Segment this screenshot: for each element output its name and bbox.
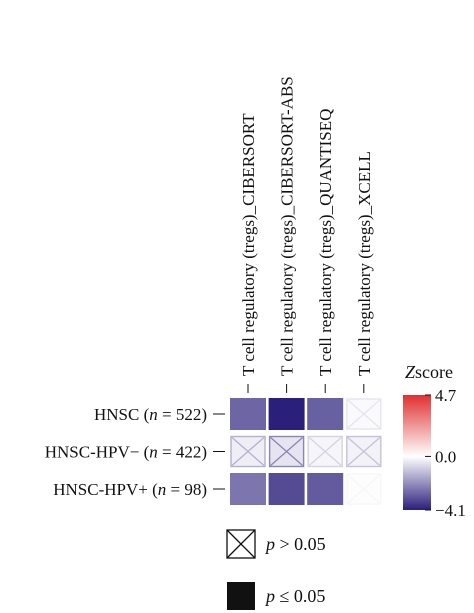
legend-significant: p ≤ 0.05 bbox=[227, 582, 325, 610]
row-label: HNSC (n = 522) bbox=[94, 405, 207, 424]
colorbar-tick-label: 0.0 bbox=[435, 447, 456, 466]
heatmap-cell bbox=[268, 398, 305, 430]
colorbar-tick-label: −4.1 bbox=[435, 501, 466, 520]
legend-not-significant: p > 0.05 bbox=[226, 529, 326, 559]
heatmap-cell bbox=[307, 435, 343, 468]
column-label: T cell regulatory (tregs)_CIBERSORT bbox=[239, 113, 258, 376]
heatmap-cell bbox=[230, 435, 266, 468]
significance-legend: p > 0.05 p ≤ 0.05 bbox=[226, 529, 326, 610]
colorbar-tick-label: 4.7 bbox=[435, 386, 457, 405]
legend-label: p ≤ 0.05 bbox=[264, 586, 325, 606]
heatmap-cell bbox=[346, 435, 382, 468]
heatmap-cell bbox=[268, 473, 305, 505]
column-label: T cell regulatory (tregs)_CIBERSORT-ABS bbox=[278, 76, 297, 376]
heatmap-cell bbox=[230, 473, 266, 505]
heatmap-cell bbox=[346, 473, 382, 505]
column-labels: T cell regulatory (tregs)_CIBERSORT T cel… bbox=[239, 76, 374, 393]
colorbar-gradient bbox=[403, 395, 431, 510]
heatmap-cell bbox=[346, 398, 382, 430]
heatmap-cell bbox=[230, 398, 266, 430]
column-label: T cell regulatory (tregs)_QUANTISEQ bbox=[316, 109, 335, 376]
heatmap-cells bbox=[230, 398, 382, 505]
row-label: HNSC-HPV+ (n = 98) bbox=[53, 480, 207, 499]
column-label: T cell regulatory (tregs)_XCELL bbox=[355, 151, 374, 376]
legend-label: p > 0.05 bbox=[264, 534, 326, 554]
colorbar: Zscore 4.7 0.0 −4.1 bbox=[403, 362, 466, 520]
heatmap-cell bbox=[268, 435, 305, 468]
colorbar-title: Zscore bbox=[405, 362, 453, 382]
row-labels: HNSC (n = 522) HNSC-HPV− (n = 422) HNSC-HP… bbox=[45, 405, 225, 499]
heatmap-cell bbox=[307, 398, 344, 430]
heatmap-cell bbox=[307, 473, 344, 505]
row-label: HNSC-HPV− (n = 422) bbox=[45, 443, 207, 462]
